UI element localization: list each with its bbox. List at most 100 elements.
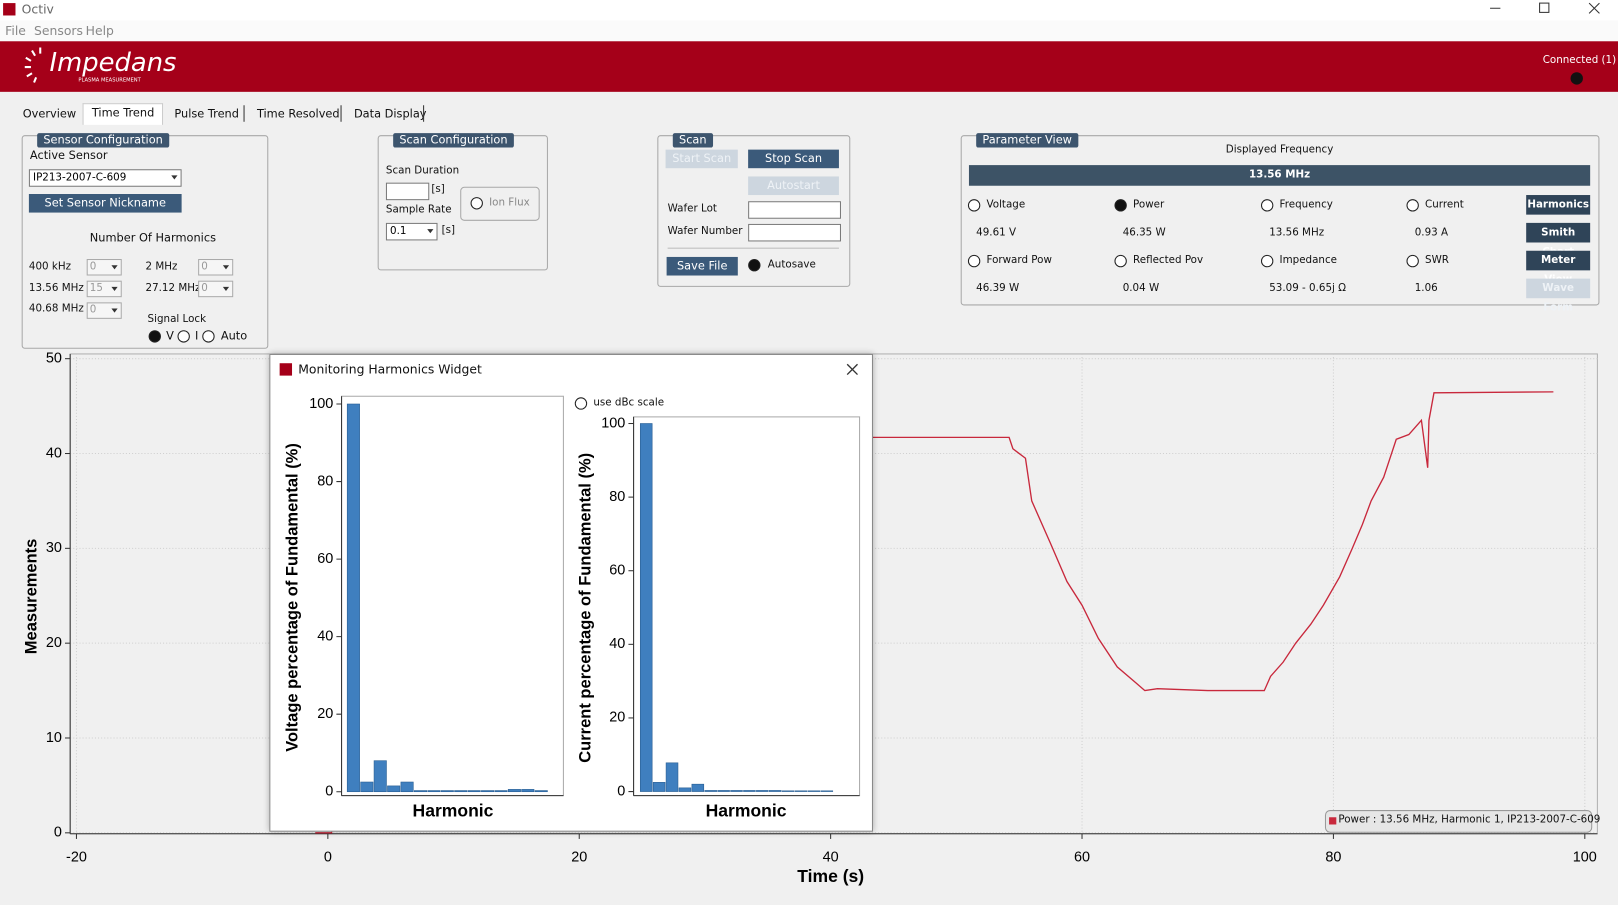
group-title: Scan Configuration — [393, 133, 514, 148]
legend-swatch — [1329, 817, 1337, 825]
tab[interactable]: Time Trend — [91, 106, 155, 120]
tab-separator — [340, 105, 342, 122]
stop-scan-button[interactable]: Stop Scan — [748, 149, 839, 169]
bar — [346, 403, 360, 793]
connection-status: Connected (1) — [1542, 54, 1617, 67]
y-tick-label: 40 — [609, 636, 625, 652]
header — [0, 41, 1618, 92]
radio[interactable] — [1114, 254, 1127, 268]
x-axis-label: Harmonic — [413, 801, 494, 821]
y-tick-label: 20 — [46, 635, 62, 651]
y-axis-label: Measurements — [22, 539, 40, 655]
wafer-lot-input[interactable] — [748, 201, 841, 219]
param-name: Current — [1425, 199, 1464, 211]
harmonic-select[interactable]: 15 — [86, 280, 122, 298]
y-tick-label: 80 — [609, 489, 625, 505]
y-tick-label: 20 — [317, 706, 333, 722]
nickname-button[interactable]: Set Sensor Nickname — [28, 193, 182, 213]
y-tick-label: 60 — [609, 563, 625, 579]
y-axis-label: Current percentage of Fundamental (%) — [576, 453, 594, 763]
tab[interactable]: Time Resolved — [256, 107, 340, 121]
duration-input[interactable] — [385, 182, 430, 201]
radio[interactable] — [1406, 199, 1419, 212]
radio[interactable] — [967, 254, 981, 268]
x-axis-label: Time (s) — [797, 866, 864, 886]
menu-bar — [0, 20, 1618, 42]
y-axis-label: Voltage percentage of Fundamental (%) — [283, 443, 301, 752]
menu-item[interactable]: Help — [85, 23, 114, 39]
view-button[interactable]: Harmonics — [1526, 195, 1591, 215]
tab[interactable]: Data Display — [353, 107, 427, 121]
frequency-bar: 13.56 MHz — [968, 165, 1591, 186]
harmonic-label: 13.56 MHz — [28, 282, 84, 295]
bar — [521, 789, 535, 793]
view-button[interactable]: Smith Chart — [1526, 222, 1591, 258]
harmonic-select[interactable]: 0 — [86, 259, 122, 276]
x-tick-label: 20 — [571, 849, 587, 865]
radio[interactable] — [1406, 254, 1419, 268]
radio[interactable] — [574, 397, 588, 410]
bar — [400, 781, 414, 793]
unit: [s] — [441, 224, 456, 237]
parameter-view-group — [960, 135, 1600, 306]
y-tick-label: 30 — [46, 540, 62, 556]
menu-item[interactable]: File — [5, 23, 26, 39]
y-tick-label: 80 — [317, 473, 333, 489]
bar — [494, 790, 508, 793]
sensor-select[interactable]: IP213-2007-C-609 — [28, 169, 182, 187]
radio[interactable] — [1114, 199, 1127, 212]
x-tick-label: -20 — [66, 849, 87, 865]
sample-rate-select[interactable]: 0.1 — [385, 222, 438, 241]
radio[interactable] — [177, 330, 190, 343]
bar — [768, 790, 782, 792]
close-button[interactable] — [846, 363, 858, 376]
start-scan-button[interactable]: Start Scan — [665, 149, 738, 169]
bar — [373, 760, 387, 793]
ion-flux-group — [460, 186, 540, 221]
wafer-number-input[interactable] — [748, 223, 841, 242]
radio[interactable] — [1260, 199, 1274, 212]
bar — [387, 785, 401, 793]
bar — [481, 790, 495, 793]
harmonic-select[interactable]: 0 — [86, 302, 122, 319]
x-axis-label: Harmonic — [706, 801, 787, 821]
x-tick-label: 80 — [1325, 849, 1341, 865]
tab[interactable]: Overview — [22, 107, 77, 121]
tab-separator — [243, 105, 245, 122]
bar — [467, 790, 481, 793]
y-tick-label: 40 — [317, 628, 333, 644]
view-button[interactable]: Wave Form — [1526, 278, 1591, 314]
label: Active Sensor — [29, 148, 108, 163]
bar — [756, 790, 769, 792]
y-tick-label: 40 — [46, 445, 62, 461]
harmonic-select[interactable]: 0 — [198, 259, 234, 276]
status-led — [1570, 72, 1583, 85]
y-tick-label: 60 — [317, 551, 333, 567]
save-button[interactable]: Save File — [666, 256, 738, 276]
radio[interactable] — [148, 330, 161, 343]
window-controls[interactable] — [1476, 0, 1610, 21]
window-title: Octiv — [21, 2, 54, 17]
radio[interactable] — [202, 330, 215, 343]
menu-item[interactable]: Sensors — [34, 23, 83, 39]
plot-frame — [633, 416, 861, 797]
harmonic-select[interactable]: 0 — [198, 280, 234, 298]
y-tick-label: 20 — [609, 710, 625, 726]
logo-text: Impedans — [49, 47, 177, 78]
bar — [413, 790, 428, 793]
radio[interactable] — [470, 197, 483, 210]
unit: [s] — [431, 183, 445, 196]
autostart-button[interactable]: Autostart — [748, 176, 839, 196]
harmonic-label: 2 MHz — [145, 261, 178, 273]
param-value: 1.06 — [1414, 282, 1438, 295]
y-tick-label: 0 — [325, 784, 333, 800]
checkbox[interactable] — [748, 259, 761, 272]
radio[interactable] — [1260, 254, 1274, 268]
bar — [691, 783, 705, 792]
tab[interactable]: Pulse Trend — [174, 107, 239, 121]
scan-group — [657, 135, 851, 287]
radio[interactable] — [967, 199, 981, 212]
bar — [730, 790, 743, 792]
view-button[interactable]: Meter View — [1526, 250, 1591, 286]
